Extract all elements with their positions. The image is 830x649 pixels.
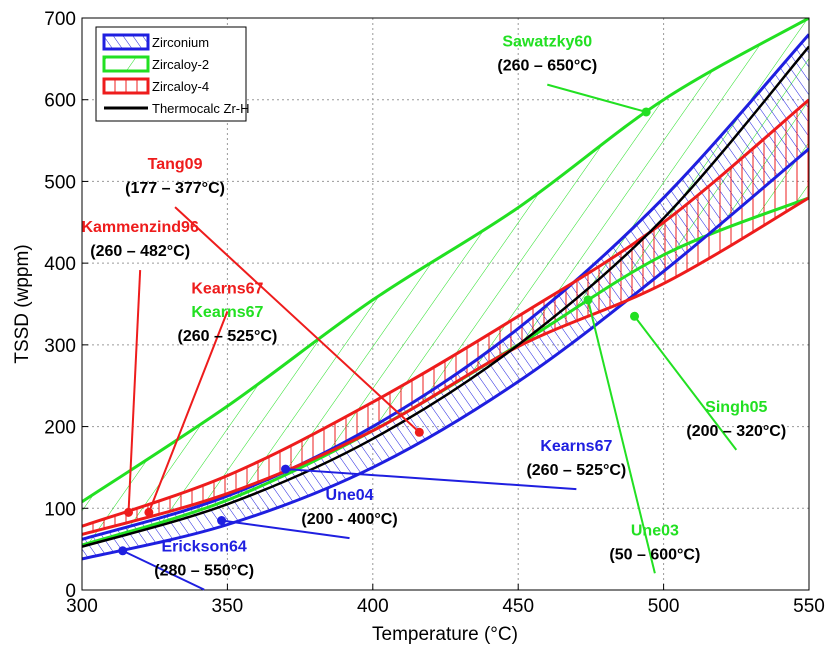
y-tick-label: 100 bbox=[44, 499, 76, 520]
x-tick-label: 400 bbox=[357, 596, 389, 617]
annotation-point bbox=[641, 107, 651, 117]
annotation-leader bbox=[633, 315, 738, 451]
annotation-range: (280 – 550°C) bbox=[154, 563, 254, 580]
x-tick-label: 350 bbox=[212, 596, 244, 617]
annotation-range: (260 – 525°C) bbox=[526, 462, 626, 479]
annotation-range: (200 - 400°C) bbox=[301, 511, 397, 528]
annotation-name: Une04 bbox=[326, 487, 374, 504]
annotation-leader bbox=[221, 519, 350, 540]
annotation-range: (177 – 377°C) bbox=[125, 180, 225, 197]
y-tick-label: 700 bbox=[44, 9, 76, 30]
annotation-point bbox=[144, 507, 154, 517]
y-tick-label: 500 bbox=[44, 172, 76, 193]
annotation-point bbox=[118, 546, 128, 556]
annotations: Sawatzky60 (260 – 650°C) Tang09 (177 – 377°… bbox=[81, 34, 786, 591]
annotation-name: Une03 bbox=[631, 522, 679, 539]
annotation-point bbox=[217, 516, 227, 526]
annotation-point bbox=[630, 311, 640, 321]
legend-swatch bbox=[102, 55, 150, 73]
annotation-leader bbox=[285, 468, 577, 491]
x-axis-label: Temperature (°C) bbox=[372, 624, 518, 645]
band-fills bbox=[82, 18, 809, 559]
x-tick-label: 550 bbox=[793, 596, 825, 617]
annotation-leader bbox=[127, 270, 142, 513]
x-tick-label: 500 bbox=[648, 596, 680, 617]
annotation-point bbox=[124, 507, 134, 517]
zirconium-lower-line bbox=[82, 147, 809, 561]
legend-swatch bbox=[102, 77, 150, 95]
annotation-name: Kearns67 bbox=[191, 304, 263, 321]
x-tick-label: 450 bbox=[502, 596, 534, 617]
plot-frame bbox=[81, 17, 810, 591]
annotation-range: (260 – 650°C) bbox=[497, 58, 597, 75]
annotation-name: Singh05 bbox=[705, 399, 767, 416]
zircaloy4-lower-line bbox=[82, 196, 809, 536]
y-tick-label: 300 bbox=[44, 336, 76, 357]
y-tick-label: 600 bbox=[44, 91, 76, 112]
y-tick-label: 200 bbox=[44, 418, 76, 439]
y-tick-label: 0 bbox=[65, 581, 76, 602]
legend-label: Zircaloy-4 bbox=[152, 79, 209, 94]
zircaloy2-upper-line bbox=[82, 18, 809, 504]
annotation-point bbox=[281, 464, 291, 474]
legend: Zirconium Zircaloy-2 Zircaloy-4 Thermocalc … bbox=[95, 26, 250, 122]
x-tick-label: 300 bbox=[66, 596, 98, 617]
annotation-name: Tang09 bbox=[148, 156, 203, 173]
annotation-range: (200 – 320°C) bbox=[686, 423, 786, 440]
annotation-range: (50 – 600°C) bbox=[609, 546, 700, 563]
annotation-point bbox=[414, 427, 424, 437]
annotation-range: (260 – 525°C) bbox=[178, 328, 278, 345]
axis-ticks: 300 350 400 450 500 550 0 100 200 300 400 500 600 700 bbox=[44, 9, 825, 617]
legend-label: Zircaloy-2 bbox=[152, 57, 209, 72]
legend-label: Thermocalc Zr-H bbox=[152, 101, 250, 116]
thermocalc-line bbox=[82, 45, 809, 548]
y-tick-label: 400 bbox=[44, 254, 76, 275]
annotation-leader bbox=[547, 83, 647, 113]
annotation-name: Erickson64 bbox=[161, 539, 246, 556]
zircaloy2-band-fill bbox=[82, 18, 809, 546]
annotation-range: (260 – 482°C) bbox=[90, 243, 190, 260]
annotation-name: Sawatzky60 bbox=[502, 34, 592, 51]
zirconium-upper-line bbox=[82, 33, 809, 541]
annotation-name: Kearns67 bbox=[191, 280, 263, 297]
series-lines bbox=[82, 18, 809, 561]
zircaloy4-upper-line bbox=[82, 98, 809, 528]
annotation-leader bbox=[122, 549, 205, 591]
annotation-name: Kammenzind96 bbox=[81, 219, 198, 236]
annotation-point bbox=[583, 295, 593, 305]
legend-label: Zirconium bbox=[152, 35, 209, 50]
annotation-leader bbox=[174, 206, 421, 434]
y-axis-label: TSSD (wppm) bbox=[12, 244, 33, 363]
annotation-leader bbox=[587, 299, 656, 574]
annotation-name: Kearns67 bbox=[540, 438, 612, 455]
legend-swatch bbox=[102, 33, 150, 51]
annotation-leader bbox=[147, 311, 229, 513]
